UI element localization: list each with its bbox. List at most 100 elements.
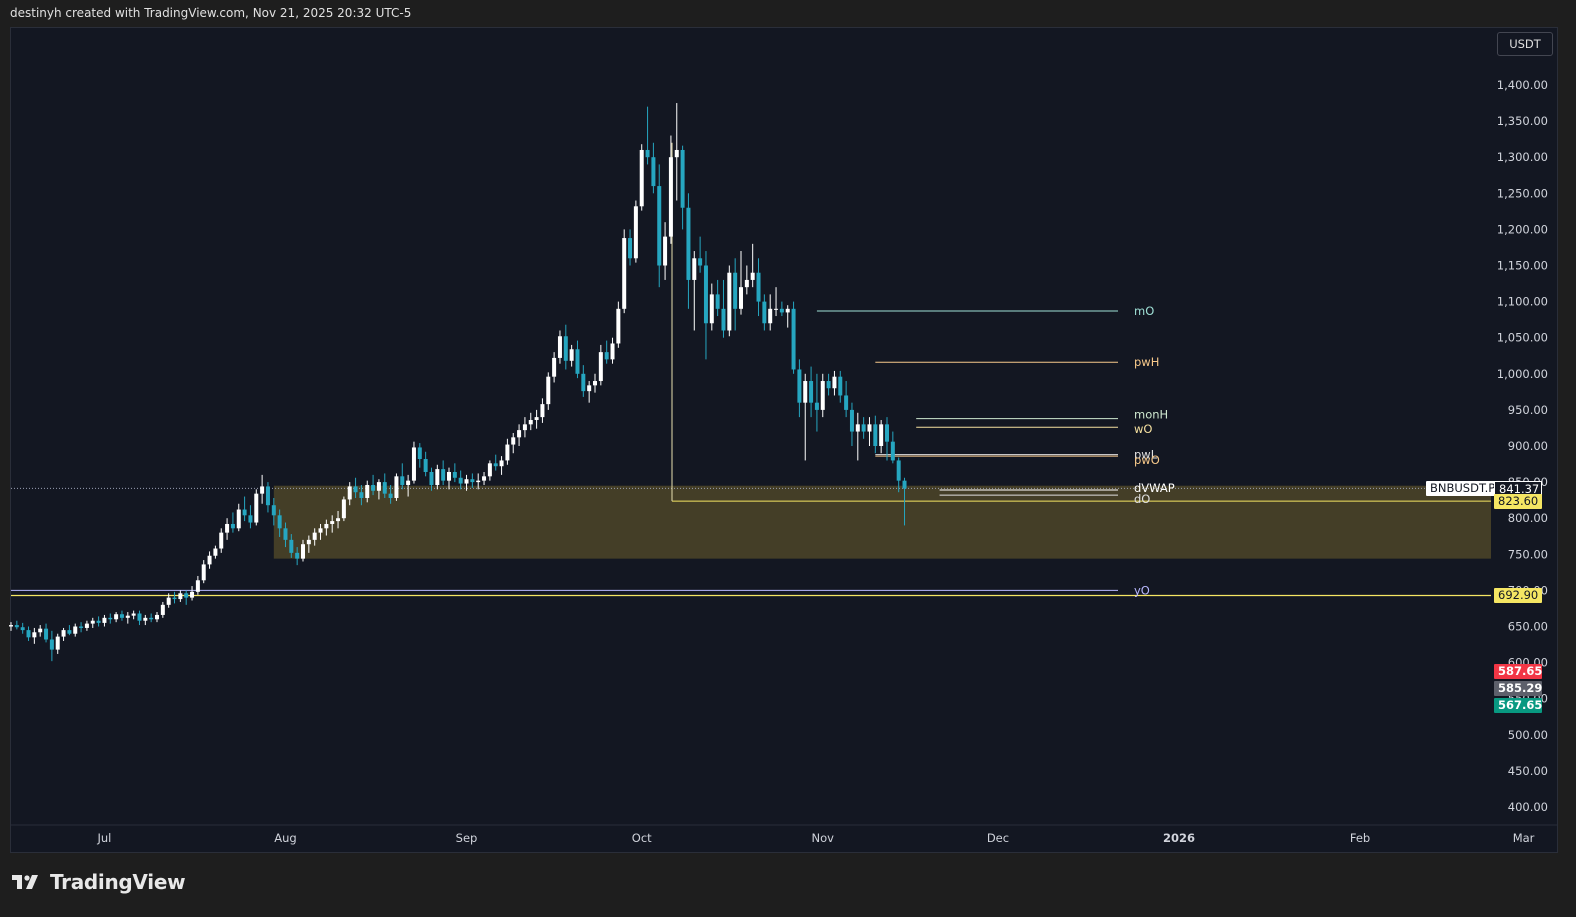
y-tick-label: 400.00 — [1508, 800, 1548, 814]
candle-body — [709, 294, 714, 324]
candle-body — [750, 272, 755, 280]
candle-body — [528, 420, 533, 425]
chart-panel[interactable] — [10, 27, 1558, 853]
candle-body — [622, 238, 627, 309]
tradingview-brand-text: TradingView — [50, 870, 186, 894]
symbol-tag: BNBUSDT.P — [1426, 480, 1500, 496]
level-label-pwH: pwH — [1134, 355, 1159, 369]
candle-body — [756, 272, 761, 302]
candle-body — [639, 149, 644, 207]
x-tick-label: Sep — [456, 831, 478, 845]
candle-body — [73, 626, 78, 634]
candle-body — [791, 308, 796, 370]
candle-body — [844, 395, 849, 410]
candle-body — [663, 236, 668, 266]
candle-body — [277, 515, 282, 529]
candle-body — [347, 486, 352, 500]
candle-body — [429, 471, 434, 485]
tradingview-logo[interactable]: TradingView — [12, 870, 186, 894]
currency-button[interactable]: USDT — [1497, 32, 1553, 56]
candle-body — [318, 528, 323, 533]
candle-body — [598, 352, 603, 382]
candle-body — [820, 381, 825, 410]
candle-body — [394, 476, 399, 498]
green-price-tag: 567.65 — [1494, 698, 1542, 714]
candle-body — [902, 480, 907, 489]
candle-body — [271, 505, 276, 516]
candle-body — [762, 301, 767, 324]
candle-body — [651, 157, 656, 187]
candle-body — [365, 484, 370, 498]
candle-body — [336, 518, 341, 522]
gray-price-tag: 585.29 — [1494, 681, 1542, 697]
candle-body — [96, 620, 101, 623]
candle-body — [826, 381, 831, 389]
x-tick-label: Mar — [1513, 831, 1535, 845]
candle-body — [26, 630, 31, 638]
level-label-wO: wO — [1134, 422, 1152, 436]
candle-body — [493, 463, 498, 467]
y-tick-label: 750.00 — [1508, 547, 1548, 561]
y-tick-label: 950.00 — [1508, 403, 1548, 417]
candle-body — [131, 613, 136, 616]
candle-body — [417, 447, 422, 459]
candle-body — [55, 636, 60, 650]
candle-body — [166, 597, 171, 605]
candle-body — [739, 287, 743, 309]
level-label-pwO: pwO — [1134, 453, 1160, 467]
candle-body — [668, 157, 673, 237]
candle-body — [715, 294, 720, 309]
level-label-yO: yO — [1134, 583, 1150, 597]
level-price-tag-823: 823.60 — [1494, 493, 1542, 509]
candle-body — [686, 207, 691, 280]
candle-body — [301, 544, 305, 559]
candle-body — [517, 430, 522, 438]
candle-body — [768, 308, 773, 324]
candle-body — [587, 385, 592, 392]
candle-body — [575, 349, 580, 374]
candle-body — [312, 532, 317, 540]
candle-body — [254, 493, 259, 523]
candle-body — [896, 460, 901, 481]
candle-body — [411, 447, 416, 481]
candle-body — [809, 381, 814, 403]
candle-body — [557, 336, 562, 358]
candle-body — [890, 441, 895, 461]
y-tick-label: 450.00 — [1508, 764, 1548, 778]
candle-body — [265, 486, 270, 506]
candle-body — [616, 308, 621, 344]
candle-body — [353, 486, 358, 493]
candle-body — [476, 480, 481, 483]
candle-body — [628, 238, 633, 259]
red-price-tag: 587.65 — [1494, 664, 1542, 680]
candle-body — [32, 632, 37, 638]
candle-body — [330, 521, 335, 524]
x-tick-label: Oct — [632, 831, 652, 845]
level-label-pwL: pwL — [1134, 448, 1158, 462]
candle-body — [184, 593, 189, 598]
candle-body — [108, 617, 113, 620]
x-tick-label: Aug — [274, 831, 296, 845]
candle-body — [160, 604, 165, 615]
candle-body — [49, 639, 54, 650]
candle-body — [774, 308, 779, 310]
candle-body — [248, 515, 253, 523]
candle-body — [873, 424, 878, 446]
candle-body — [149, 617, 154, 620]
candle-body — [458, 477, 463, 484]
candle-body — [20, 627, 25, 631]
level-price-tag-692: 692.90 — [1494, 588, 1542, 604]
chart-caption: destinyh created with TradingView.com, N… — [10, 6, 412, 20]
y-tick-label: 800.00 — [1508, 511, 1548, 525]
candle-body — [225, 523, 230, 533]
candle-body — [885, 424, 889, 442]
y-tick-label: 1,400.00 — [1497, 78, 1548, 92]
candle-body — [441, 469, 446, 481]
candle-body — [703, 265, 708, 324]
candle-body — [867, 424, 872, 432]
candle-body — [201, 564, 206, 581]
candle-body — [563, 336, 568, 361]
candle-body — [797, 369, 802, 403]
candle-body — [604, 352, 609, 360]
